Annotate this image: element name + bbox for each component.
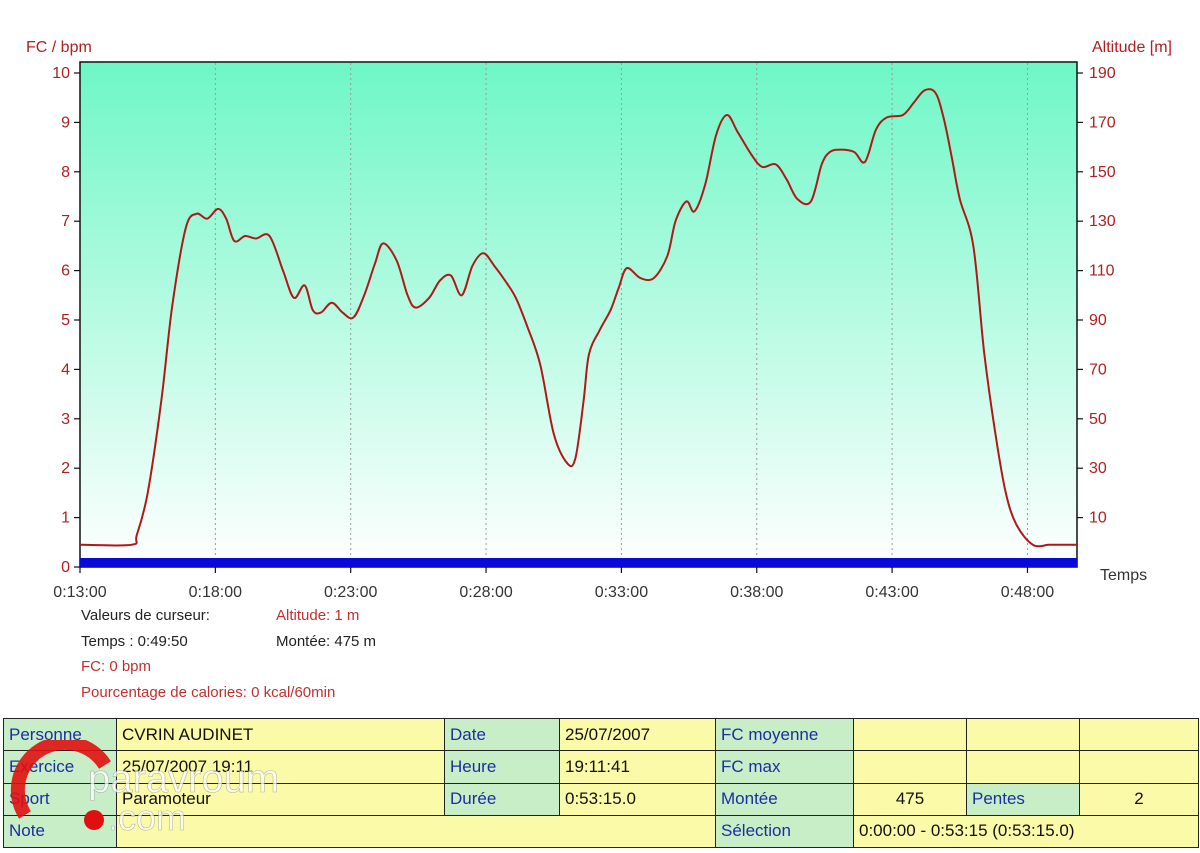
left-tick-label: 7 <box>61 213 70 230</box>
left-tick-label: 10 <box>52 65 70 82</box>
paravroum-watermark-logo: paravroum .com <box>10 740 280 838</box>
selection-value: 0:00:00 - 0:53:15 (0:53:15.0) <box>853 814 1199 849</box>
x-tick-label: 0:43:00 <box>865 584 918 600</box>
fc-avg-label: FC moyenne <box>715 717 854 752</box>
left-tick-label: 3 <box>61 411 70 428</box>
right-tick-label: 70 <box>1089 361 1107 378</box>
cursor-time: Temps : 0:49:50 <box>81 633 188 650</box>
time-label: Heure <box>444 750 560 784</box>
left-tick-label: 4 <box>61 361 70 378</box>
right-tick-label: 110 <box>1089 263 1115 280</box>
left-tick-label: 5 <box>61 312 70 329</box>
date-value: 25/07/2007 <box>559 717 716 752</box>
fc-max-extra-2 <box>1079 750 1199 784</box>
cursor-altitude: Altitude: 1 m <box>276 607 360 624</box>
left-tick-label: 0 <box>61 559 70 576</box>
duration-value: 0:53:15.0 <box>559 782 716 816</box>
right-axis-title: Altitude [m] <box>1092 39 1172 56</box>
heart-rate-altitude-chart: 0 1 2 3 4 5 6 7 8 9 10 10 30 50 70 90 110 130 150 170 190 0… <box>26 39 1172 600</box>
climb-label: Montée <box>715 782 854 816</box>
left-tick-label: 1 <box>61 510 70 527</box>
person-value: CVRIN AUDINET <box>116 717 445 752</box>
selection-label: Sélection <box>715 814 854 849</box>
right-tick-label: 170 <box>1089 114 1116 131</box>
timeline-bar[interactable] <box>80 558 1077 567</box>
x-tick-label: 0:18:00 <box>189 584 242 600</box>
left-tick-label: 9 <box>61 114 70 131</box>
session-info-table: Personne CVRIN AUDINET Date 25/07/2007 F… <box>3 717 1199 849</box>
table-row: Exercice 25/07/2007 19:11 Heure 19:11:41… <box>3 750 1199 784</box>
x-axis-title: Temps <box>1100 567 1147 584</box>
right-tick-label: 150 <box>1089 164 1116 181</box>
svg-text:paravroum: paravroum <box>88 757 279 801</box>
altitude-series-line <box>79 88 1077 548</box>
x-tick-label: 0:48:00 <box>1001 584 1054 600</box>
left-tick-label: 8 <box>61 164 70 181</box>
x-tick-label: 0:13:00 <box>53 584 106 600</box>
exercise-value: 25/07/2007 19:11 <box>116 750 445 784</box>
svg-text:.com: .com <box>108 797 186 838</box>
right-tick-label: 10 <box>1089 510 1107 527</box>
slopes-label: Pentes <box>966 782 1080 816</box>
x-tick-label: 0:23:00 <box>324 584 377 600</box>
time-value: 19:11:41 <box>559 750 716 784</box>
left-axis-title: FC / bpm <box>26 39 92 56</box>
left-tick-label: 2 <box>61 460 70 477</box>
note-value <box>116 814 716 849</box>
right-tick-label: 30 <box>1089 460 1107 477</box>
climb-value: 475 <box>853 782 967 816</box>
right-tick-label: 190 <box>1089 65 1116 82</box>
right-tick-label: 50 <box>1089 411 1107 428</box>
duration-label: Durée <box>444 782 560 816</box>
fc-avg-extra-1 <box>966 717 1080 752</box>
x-tick-label: 0:38:00 <box>730 584 783 600</box>
right-tick-label: 90 <box>1089 312 1107 329</box>
date-label: Date <box>444 717 560 752</box>
cursor-calories: Pourcentage de calories: 0 kcal/60min <box>81 684 336 701</box>
sport-value: Paramoteur <box>116 782 445 816</box>
x-tick-label: 0:28:00 <box>459 584 512 600</box>
cursor-hr: FC: 0 bpm <box>81 658 152 675</box>
fc-avg-value <box>853 717 967 752</box>
fc-avg-extra-2 <box>1079 717 1199 752</box>
slopes-value: 2 <box>1079 782 1199 816</box>
x-tick-label: 0:33:00 <box>595 584 648 600</box>
table-row: Sport Paramoteur Durée 0:53:15.0 Montée … <box>3 782 1199 816</box>
fc-max-extra-1 <box>966 750 1080 784</box>
right-tick-label: 130 <box>1089 213 1116 230</box>
cursor-heading: Valeurs de curseur: <box>81 607 210 624</box>
fc-max-value <box>853 750 967 784</box>
fc-max-label: FC max <box>715 750 854 784</box>
left-tick-label: 6 <box>61 263 70 280</box>
plot-area <box>79 61 1078 568</box>
cursor-climb: Montée: 475 m <box>276 633 377 650</box>
